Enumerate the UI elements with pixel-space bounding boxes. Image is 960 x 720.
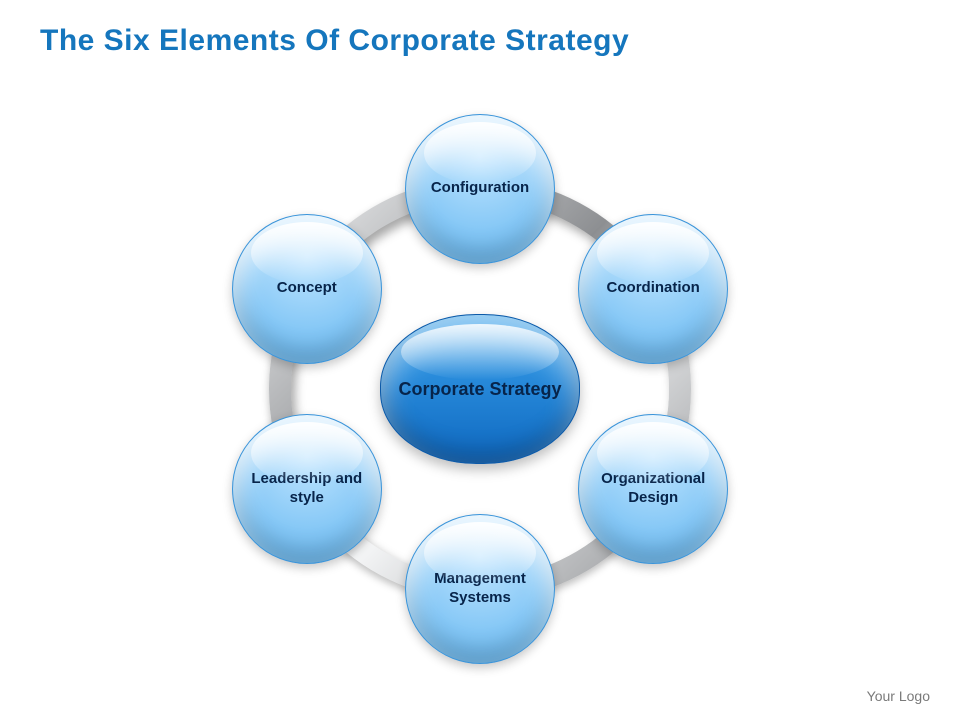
diagram-stage: Corporate Strategy Configuration Coordin… — [180, 89, 780, 689]
node-highlight — [424, 122, 536, 184]
node-2: Organizational Design — [578, 414, 728, 564]
node-label: Organizational Design — [589, 470, 717, 508]
node-label: Leadership and style — [243, 470, 371, 508]
node-0: Configuration — [405, 114, 555, 264]
node-1: Coordination — [578, 214, 728, 364]
node-3: Management Systems — [405, 514, 555, 664]
node-label: Configuration — [431, 179, 529, 198]
center-highlight — [401, 324, 559, 380]
node-label: Concept — [277, 279, 337, 298]
node-label: Management Systems — [416, 570, 544, 608]
node-label: Coordination — [607, 279, 700, 298]
node-highlight — [597, 222, 709, 284]
node-highlight — [251, 222, 363, 284]
footer-logo-text: Your Logo — [867, 688, 930, 704]
node-4: Leadership and style — [232, 414, 382, 564]
page-title: The Six Elements Of Corporate Strategy — [40, 24, 629, 58]
center-hub: Corporate Strategy — [380, 314, 580, 464]
center-label: Corporate Strategy — [398, 378, 561, 401]
node-5: Concept — [232, 214, 382, 364]
